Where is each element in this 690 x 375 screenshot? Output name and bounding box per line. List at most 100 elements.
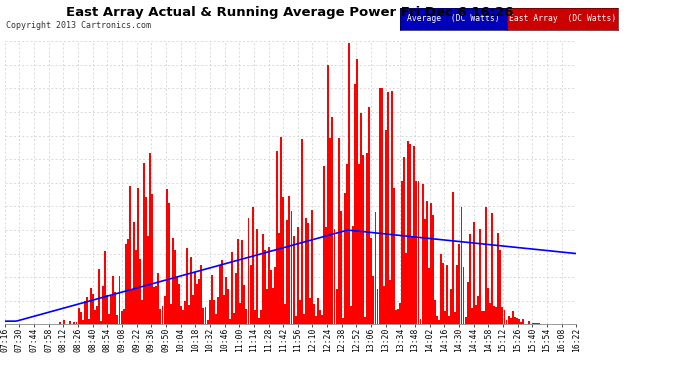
Bar xyxy=(170,304,172,324)
Bar xyxy=(479,228,481,324)
Bar xyxy=(100,321,102,324)
Bar xyxy=(59,322,61,324)
Bar xyxy=(342,318,344,324)
Bar xyxy=(430,203,432,324)
Bar xyxy=(270,270,272,324)
Bar xyxy=(299,300,301,324)
Bar xyxy=(512,311,513,324)
Bar xyxy=(399,303,401,324)
Bar xyxy=(225,277,227,324)
Bar xyxy=(466,282,469,324)
Bar xyxy=(115,292,117,324)
Bar xyxy=(495,307,497,324)
Bar xyxy=(204,307,206,324)
Bar xyxy=(123,309,125,324)
Bar xyxy=(153,286,155,324)
Bar xyxy=(362,155,364,324)
Bar xyxy=(81,320,83,324)
Bar xyxy=(497,233,500,324)
Bar xyxy=(193,295,194,324)
Bar xyxy=(469,234,471,324)
Bar xyxy=(274,267,276,324)
Bar xyxy=(458,243,460,324)
Bar xyxy=(446,265,448,324)
Bar xyxy=(428,268,430,324)
Bar xyxy=(202,308,204,324)
Bar xyxy=(180,306,182,324)
Bar xyxy=(454,312,456,324)
Bar xyxy=(213,300,215,324)
Bar xyxy=(500,250,502,324)
Bar xyxy=(391,92,393,324)
Bar xyxy=(235,273,237,324)
Bar xyxy=(83,301,86,324)
Bar xyxy=(217,297,219,324)
Bar xyxy=(221,260,223,324)
Bar xyxy=(278,233,280,324)
Bar xyxy=(487,288,489,324)
Bar xyxy=(393,188,395,324)
Bar xyxy=(377,289,379,324)
Bar xyxy=(239,303,241,324)
Bar xyxy=(307,224,309,324)
Text: East Array Actual & Running Average Power Fri Dec 6 16:26: East Array Actual & Running Average Powe… xyxy=(66,6,513,19)
Bar xyxy=(337,138,339,324)
Bar xyxy=(387,92,388,324)
Bar xyxy=(164,296,166,324)
Bar xyxy=(200,265,202,324)
Bar xyxy=(520,322,522,324)
Bar xyxy=(131,290,132,324)
Bar xyxy=(88,319,90,324)
Bar xyxy=(481,310,483,324)
Bar xyxy=(155,286,157,324)
Bar xyxy=(301,139,303,324)
Bar xyxy=(538,323,540,324)
Bar xyxy=(335,290,337,324)
Bar xyxy=(184,302,186,324)
Bar xyxy=(352,226,354,324)
Bar xyxy=(210,275,213,324)
Bar xyxy=(436,315,438,324)
Bar xyxy=(182,310,184,324)
Bar xyxy=(241,240,244,324)
Bar xyxy=(319,309,321,324)
Bar xyxy=(375,212,377,324)
Bar xyxy=(98,268,100,324)
Bar xyxy=(161,306,164,324)
Bar xyxy=(288,196,290,324)
Bar xyxy=(368,107,371,324)
Bar xyxy=(518,319,520,324)
Bar xyxy=(489,303,491,324)
Bar xyxy=(63,320,65,324)
Bar xyxy=(339,211,342,324)
Bar xyxy=(117,315,119,324)
Bar xyxy=(92,294,94,324)
Bar xyxy=(112,276,115,324)
Bar xyxy=(510,318,511,324)
Bar xyxy=(149,153,151,324)
Bar xyxy=(534,323,536,324)
Bar xyxy=(462,267,464,324)
Bar xyxy=(127,240,128,324)
Bar xyxy=(514,317,515,324)
Bar xyxy=(79,312,81,324)
Bar xyxy=(186,248,188,324)
Bar xyxy=(413,146,415,324)
Bar xyxy=(438,321,440,324)
Bar xyxy=(229,319,231,324)
Bar xyxy=(268,247,270,324)
Bar xyxy=(135,250,137,324)
Bar xyxy=(303,314,305,324)
Bar xyxy=(295,316,297,324)
Bar xyxy=(506,320,508,324)
Bar xyxy=(493,306,495,324)
Bar xyxy=(354,84,356,324)
Bar xyxy=(77,308,79,324)
Bar xyxy=(237,239,239,324)
Bar xyxy=(528,321,530,324)
Bar xyxy=(401,181,403,324)
Bar xyxy=(264,250,266,324)
Bar xyxy=(434,300,436,324)
Bar xyxy=(403,157,405,324)
Bar xyxy=(125,244,127,324)
